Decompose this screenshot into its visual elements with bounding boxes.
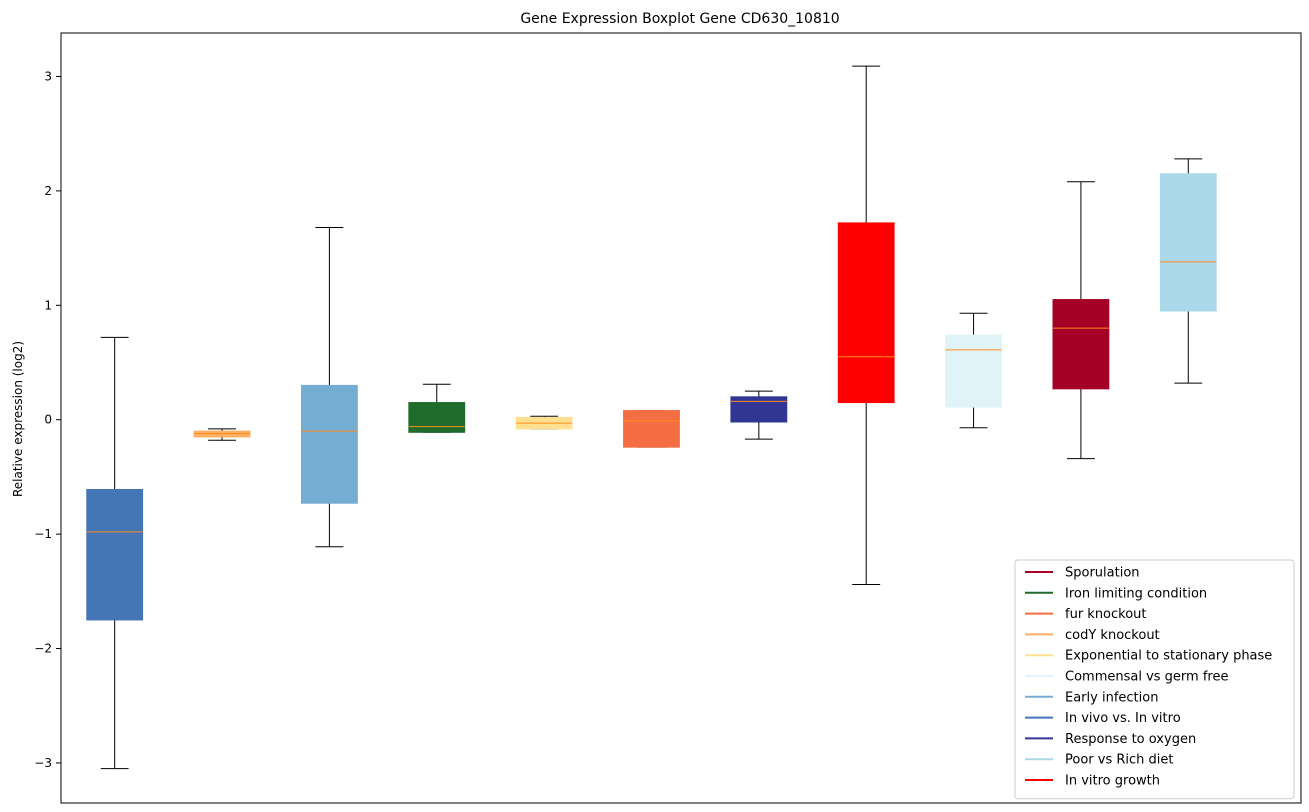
legend-label: In vitro growth bbox=[1065, 774, 1160, 789]
box-body bbox=[86, 489, 144, 621]
box-2 bbox=[193, 428, 251, 441]
legend-label: codY knockout bbox=[1065, 628, 1160, 643]
y-tick-label: 3 bbox=[44, 69, 52, 83]
box-body bbox=[300, 384, 358, 504]
box-body bbox=[1052, 299, 1110, 390]
box-11 bbox=[1159, 158, 1217, 384]
box-7 bbox=[730, 390, 788, 440]
legend: Sporulation Iron limiting condition fur kn… bbox=[1014, 559, 1295, 800]
legend-label: In vivo vs. In vitro bbox=[1065, 711, 1181, 726]
legend-label: Sporulation bbox=[1065, 566, 1140, 581]
y-tick-label: 2 bbox=[44, 184, 52, 198]
box-10 bbox=[1052, 181, 1110, 460]
legend-label: Response to oxygen bbox=[1065, 732, 1196, 747]
box-body bbox=[623, 410, 680, 448]
box-body bbox=[1159, 173, 1217, 312]
y-tick-label: 0 bbox=[44, 413, 52, 427]
box-4 bbox=[408, 383, 466, 433]
legend-box bbox=[1014, 559, 1295, 800]
legend-label: Poor vs Rich diet bbox=[1065, 753, 1173, 768]
box-6 bbox=[623, 410, 680, 448]
legend-label: Commensal vs germ free bbox=[1065, 670, 1228, 685]
box-body bbox=[193, 430, 251, 438]
boxes bbox=[86, 65, 1217, 770]
legend-label: Exponential to stationary phase bbox=[1065, 649, 1272, 664]
box-5 bbox=[515, 415, 573, 430]
box-1 bbox=[86, 336, 144, 770]
y-tick-label: 1 bbox=[44, 298, 52, 312]
y-tick-label: −1 bbox=[34, 527, 52, 541]
y-tick-label: −3 bbox=[34, 756, 52, 770]
y-axis-ticks: −3 −2 −1 0 1 2 3 bbox=[34, 69, 61, 770]
legend-label: fur knockout bbox=[1065, 607, 1147, 622]
box-8 bbox=[837, 65, 895, 585]
box-body bbox=[730, 396, 788, 423]
chart-title: Gene Expression Boxplot Gene CD630_10810 bbox=[520, 11, 839, 27]
box-9 bbox=[945, 312, 1002, 429]
box-body bbox=[837, 222, 895, 404]
box-body bbox=[408, 402, 466, 433]
legend-label: Early infection bbox=[1065, 690, 1158, 705]
box-3 bbox=[300, 227, 358, 548]
legend-label: Iron limiting condition bbox=[1065, 586, 1207, 601]
y-axis-label: Relative expression (log2) bbox=[11, 341, 25, 497]
plot-frame bbox=[60, 32, 1302, 804]
y-tick-label: −2 bbox=[34, 642, 52, 656]
box-body bbox=[945, 334, 1002, 408]
